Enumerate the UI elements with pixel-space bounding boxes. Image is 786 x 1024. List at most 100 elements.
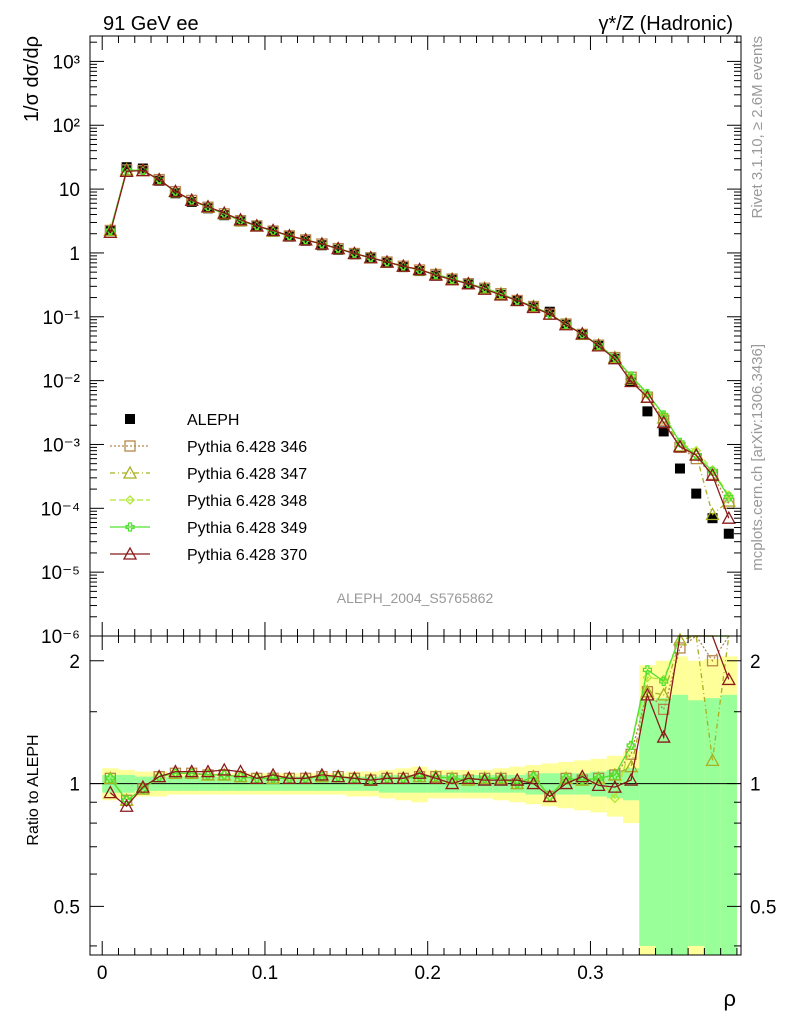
ratio-point	[219, 770, 229, 780]
ratio-y-tick-label-right: 0.5	[750, 897, 776, 918]
x-tick-label: 0.2	[414, 963, 440, 984]
data-point	[154, 175, 165, 186]
ratio-point	[363, 772, 378, 786]
data-point	[233, 212, 248, 226]
y-tick-label: 10²	[53, 116, 80, 137]
data-point	[607, 351, 622, 365]
data-point	[658, 426, 669, 437]
ratio-point	[526, 776, 541, 790]
main-plot-area	[103, 162, 736, 539]
data-point	[428, 267, 443, 281]
data-point	[591, 338, 606, 352]
legend-label: Pythia 6.428 348	[187, 493, 307, 510]
series-pythia-6-428-370	[103, 163, 736, 524]
data-point	[284, 231, 295, 242]
ratio-point	[642, 672, 653, 683]
legend-marker	[122, 546, 138, 560]
data-point	[314, 236, 330, 250]
data-point	[331, 241, 346, 255]
data-point	[265, 223, 281, 237]
source-label: mcplots.cern.ch [arXiv:1306.3436]	[749, 344, 766, 571]
ratio-point	[642, 665, 653, 675]
data-point	[544, 306, 555, 317]
ratio-point	[610, 770, 620, 780]
data-point	[398, 262, 409, 273]
uncertainty-band-inner	[623, 768, 640, 801]
ratio-point	[184, 764, 199, 778]
header-left-label: 91 GeV ee	[103, 13, 199, 35]
data-point	[461, 276, 476, 290]
data-point	[170, 188, 181, 199]
ratio-point	[721, 672, 736, 686]
ratio-point	[706, 655, 719, 667]
ratio-point	[105, 773, 115, 783]
data-point	[349, 249, 360, 260]
data-point	[642, 406, 653, 417]
main-y-axis-title: 1/σ dσ/dρ	[21, 36, 43, 122]
data-point	[691, 488, 702, 499]
ratio-point	[624, 772, 639, 786]
ratio-point	[119, 798, 134, 812]
ratio-point	[705, 752, 720, 767]
legend-label: Pythia 6.428 346	[187, 439, 307, 456]
ratio-y-tick-label: 2	[69, 652, 80, 673]
data-point	[493, 287, 509, 301]
data-point	[414, 266, 425, 277]
x-tick-label: 0	[97, 963, 108, 984]
ratio-point	[265, 767, 281, 781]
ratio-y-tick-label-right: 2	[750, 652, 761, 673]
y-tick-label: 10⁻²	[43, 372, 81, 393]
data-point	[412, 262, 427, 276]
data-point	[119, 163, 134, 177]
data-point	[705, 467, 720, 481]
data-point	[202, 203, 213, 214]
ratio-point	[658, 674, 669, 685]
data-point	[168, 184, 183, 198]
ratio-point	[607, 779, 622, 793]
x-axis-title: ρ	[723, 986, 736, 1011]
data-point	[135, 163, 150, 177]
ratio-point	[396, 770, 411, 784]
legend-marker	[125, 522, 135, 532]
ratio-point	[282, 770, 297, 784]
data-point	[477, 281, 492, 295]
ratio-point	[493, 772, 509, 786]
legend-entry: Pythia 6.428 346	[110, 439, 307, 456]
y-tick-label: 10⁻⁶	[41, 627, 80, 648]
data-point	[200, 199, 216, 213]
ratio-point	[672, 632, 688, 646]
ratio-plot-frame	[89, 635, 742, 956]
ratio-point	[217, 762, 232, 776]
y-tick-label: 10	[59, 180, 80, 201]
ratio-point	[314, 767, 330, 781]
legend-marker	[122, 465, 138, 479]
ratio-point	[428, 770, 443, 784]
legend-entry: Pythia 6.428 370	[110, 546, 307, 564]
ratio-point	[168, 764, 183, 778]
ratio-point	[510, 772, 525, 786]
ratio-y-axis-title: Ratio to ALEPH	[25, 734, 42, 845]
data-point	[510, 293, 525, 307]
uncertainty-band-inner	[704, 698, 721, 955]
data-point	[382, 257, 393, 268]
ratio-point	[445, 776, 460, 790]
series-line	[109, 169, 730, 516]
ratio-point	[558, 776, 574, 790]
ratio-point	[626, 740, 636, 751]
data-point	[186, 196, 197, 207]
data-point	[721, 493, 736, 507]
data-point	[103, 225, 118, 239]
ratio-series-pythia-6-428-370	[103, 635, 736, 812]
ratio-point	[379, 770, 395, 784]
data-point	[316, 240, 327, 251]
legend-marker	[125, 495, 135, 505]
data-point	[333, 244, 344, 255]
ratio-y-tick-label: 1	[69, 775, 80, 796]
data-point	[558, 317, 574, 331]
ratio-point	[542, 789, 557, 803]
data-point	[121, 162, 132, 173]
data-point	[463, 279, 474, 290]
analysis-watermark: ALEPH_2004_S5765862	[337, 590, 494, 606]
uncertainty-band-inner	[639, 700, 656, 946]
